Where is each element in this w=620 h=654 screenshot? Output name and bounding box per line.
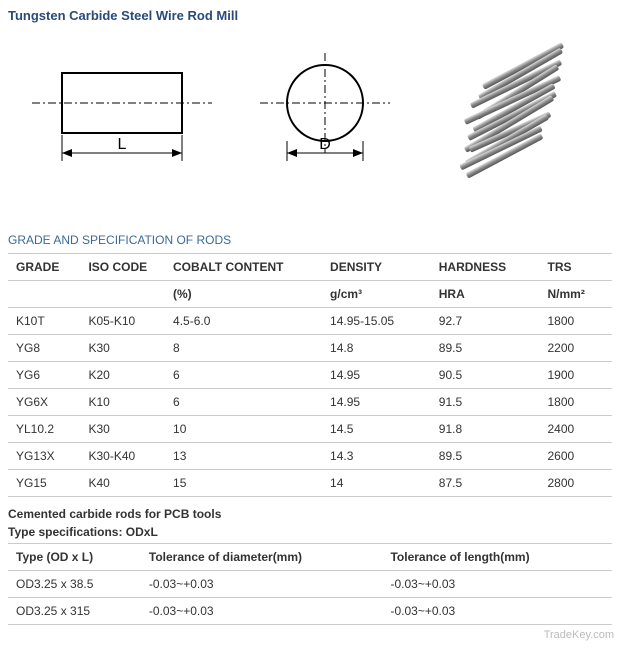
table-cell: 2600 <box>539 443 612 470</box>
table-cell: 1900 <box>539 362 612 389</box>
tolerance-table: Type (OD x L) Tolerance of diameter(mm) … <box>8 543 612 625</box>
diameter-diagram: D <box>260 53 390 183</box>
table-cell: K05-K10 <box>80 308 165 335</box>
col-tol-len: Tolerance of length(mm) <box>382 544 612 571</box>
table-row: YG6K20614.9590.51900 <box>8 362 612 389</box>
table-row: YG13XK30-K401314.389.52600 <box>8 443 612 470</box>
table-cell: 14.5 <box>322 416 431 443</box>
table-cell: 15 <box>165 470 322 497</box>
section-heading-grades: GRADE AND SPECIFICATION OF RODS <box>8 233 612 247</box>
col-tol-dia: Tolerance of diameter(mm) <box>141 544 383 571</box>
table-cell: K10 <box>80 389 165 416</box>
col-density: DENSITY <box>322 254 431 281</box>
table-cell: K40 <box>80 470 165 497</box>
table-units-row: (%) g/cm³ HRA N/mm² <box>8 281 612 308</box>
table-cell: K20 <box>80 362 165 389</box>
table-cell: YG13X <box>8 443 80 470</box>
table-cell: 14.95-15.05 <box>322 308 431 335</box>
table-row: YG8K30814.889.52200 <box>8 335 612 362</box>
unit-density: g/cm³ <box>322 281 431 308</box>
table-cell: 89.5 <box>431 443 540 470</box>
table-cell: 2400 <box>539 416 612 443</box>
table-cell: 14.8 <box>322 335 431 362</box>
length-label: L <box>118 136 127 153</box>
table-cell: 13 <box>165 443 322 470</box>
col-trs: TRS <box>539 254 612 281</box>
table-cell: YL10.2 <box>8 416 80 443</box>
table-cell: 6 <box>165 389 322 416</box>
col-grade: GRADE <box>8 254 80 281</box>
table-cell: 14.95 <box>322 362 431 389</box>
unit-hardness: HRA <box>431 281 540 308</box>
table-cell: 2800 <box>539 470 612 497</box>
grades-table: GRADE ISO CODE COBALT CONTENT DENSITY HA… <box>8 253 612 497</box>
col-iso: ISO CODE <box>80 254 165 281</box>
table-header-row: Type (OD x L) Tolerance of diameter(mm) … <box>8 544 612 571</box>
unit-cobalt: (%) <box>165 281 322 308</box>
subtitle-typespec: Type specifications: ODxL <box>8 525 612 539</box>
unit-grade <box>8 281 80 308</box>
table-row: YL10.2K301014.591.82400 <box>8 416 612 443</box>
table-row: K10TK05-K104.5-6.014.95-15.0592.71800 <box>8 308 612 335</box>
table-cell: OD3.25 x 38.5 <box>8 571 141 598</box>
table-header-row: GRADE ISO CODE COBALT CONTENT DENSITY HA… <box>8 254 612 281</box>
page-title: Tungsten Carbide Steel Wire Rod Mill <box>8 8 612 23</box>
table-cell: 90.5 <box>431 362 540 389</box>
table-cell: 92.7 <box>431 308 540 335</box>
table-row: OD3.25 x 315-0.03~+0.03-0.03~+0.03 <box>8 598 612 625</box>
rods-photo <box>438 53 588 183</box>
col-hardness: HARDNESS <box>431 254 540 281</box>
col-type: Type (OD x L) <box>8 544 141 571</box>
table-cell: 10 <box>165 416 322 443</box>
table-cell: -0.03~+0.03 <box>382 571 612 598</box>
table-cell: 8 <box>165 335 322 362</box>
table-cell: YG8 <box>8 335 80 362</box>
table-cell: 4.5-6.0 <box>165 308 322 335</box>
table-cell: K10T <box>8 308 80 335</box>
table-row: OD3.25 x 38.5-0.03~+0.03-0.03~+0.03 <box>8 571 612 598</box>
table-cell: K30 <box>80 416 165 443</box>
diagram-row: L D <box>8 43 612 193</box>
table-cell: 14.95 <box>322 389 431 416</box>
length-diagram: L <box>32 53 212 183</box>
col-cobalt: COBALT CONTENT <box>165 254 322 281</box>
diameter-label: D <box>319 136 331 153</box>
table-cell: YG6X <box>8 389 80 416</box>
table-cell: 2200 <box>539 335 612 362</box>
table-cell: 14.3 <box>322 443 431 470</box>
unit-iso <box>80 281 165 308</box>
table-cell: K30 <box>80 335 165 362</box>
subtitle-pcb: Cemented carbide rods for PCB tools <box>8 507 612 521</box>
table-cell: -0.03~+0.03 <box>141 571 383 598</box>
table-cell: 89.5 <box>431 335 540 362</box>
table-cell: YG15 <box>8 470 80 497</box>
table-cell: 91.5 <box>431 389 540 416</box>
table-row: YG6XK10614.9591.51800 <box>8 389 612 416</box>
table-cell: YG6 <box>8 362 80 389</box>
table-cell: OD3.25 x 315 <box>8 598 141 625</box>
table-cell: 91.8 <box>431 416 540 443</box>
table-cell: 6 <box>165 362 322 389</box>
table-row: YG15K40151487.52800 <box>8 470 612 497</box>
table-cell: 1800 <box>539 389 612 416</box>
watermark: TradeKey.com <box>544 629 614 641</box>
table-cell: 14 <box>322 470 431 497</box>
table-cell: -0.03~+0.03 <box>382 598 612 625</box>
unit-trs: N/mm² <box>539 281 612 308</box>
table-cell: K30-K40 <box>80 443 165 470</box>
table-cell: 87.5 <box>431 470 540 497</box>
table-cell: -0.03~+0.03 <box>141 598 383 625</box>
table-cell: 1800 <box>539 308 612 335</box>
